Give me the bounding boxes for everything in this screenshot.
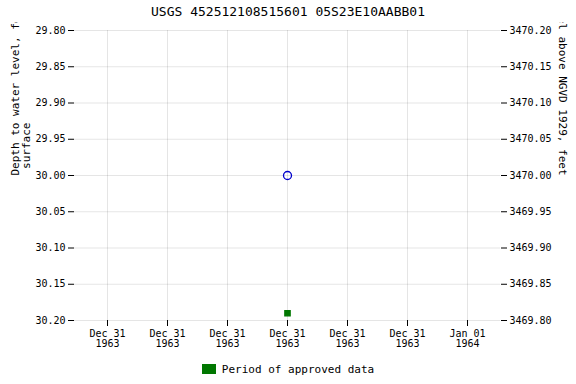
svg-text:3470.00: 3470.00 — [510, 170, 552, 181]
svg-text:3470.10: 3470.10 — [510, 97, 552, 108]
svg-text:3469.80: 3469.80 — [510, 315, 552, 326]
svg-text:3470.20: 3470.20 — [510, 25, 552, 36]
svg-text:Dec 311963: Dec 311963 — [89, 328, 125, 349]
svg-text:3469.85: 3469.85 — [510, 278, 552, 289]
svg-text:30.00: 30.00 — [35, 170, 65, 181]
svg-text:Dec 311963: Dec 311963 — [269, 328, 305, 349]
svg-text:Dec 311963: Dec 311963 — [389, 328, 425, 349]
svg-text:30.20: 30.20 — [35, 315, 65, 326]
svg-text:30.15: 30.15 — [35, 278, 65, 289]
svg-text:29.85: 29.85 — [35, 61, 65, 72]
svg-text:30.05: 30.05 — [35, 206, 65, 217]
svg-text:Dec 311963: Dec 311963 — [149, 328, 185, 349]
svg-text:Dec 311963: Dec 311963 — [209, 328, 245, 349]
svg-text:3469.90: 3469.90 — [510, 242, 552, 253]
svg-text:29.95: 29.95 — [35, 133, 65, 144]
html-text:USGS 452512108515601 05S23E10A: USGS 452512108515601 05S23E10AABB01 — [151, 4, 425, 19]
svg-text:3470.05: 3470.05 — [510, 133, 552, 144]
svg-text:Depth to water level, feet bel: Depth to water level, feet below land su… — [9, 22, 33, 176]
html-text:Period of approved data: Period of approved data — [221, 362, 375, 376]
svg-text:30.10: 30.10 — [35, 242, 65, 253]
svg-text:Dec 311963: Dec 311963 — [329, 328, 365, 349]
svg-text:Jan 011964: Jan 011964 — [449, 328, 485, 349]
svg-text:29.80: 29.80 — [35, 25, 65, 36]
svg-text:3469.95: 3469.95 — [510, 206, 552, 217]
svg-text:29.90: 29.90 — [35, 97, 65, 108]
svg-text:Groundwater level above NGVD 1: Groundwater level above NGVD 1929, feet — [556, 22, 569, 176]
svg-text:3470.15: 3470.15 — [510, 61, 552, 72]
